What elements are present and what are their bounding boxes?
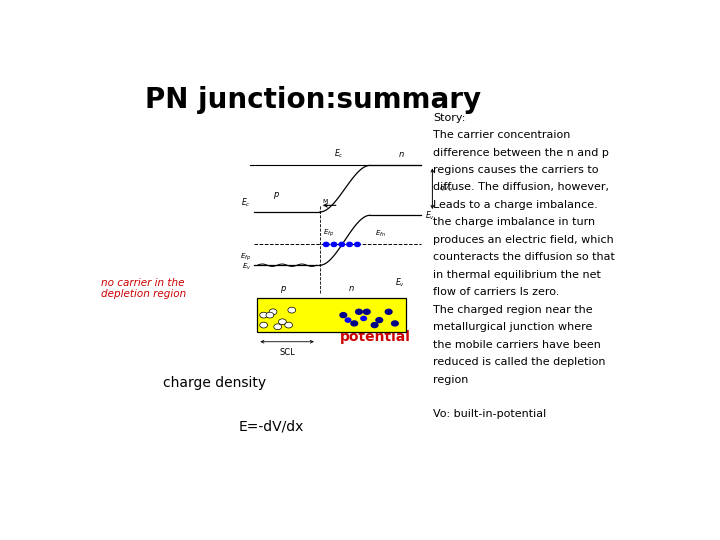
Text: $E_{fp}$: $E_{fp}$: [323, 228, 334, 239]
Text: potential: potential: [340, 330, 411, 344]
Text: p: p: [279, 285, 285, 294]
Circle shape: [279, 319, 287, 325]
Circle shape: [345, 318, 351, 322]
Text: regions causes the carriers to: regions causes the carriers to: [433, 165, 598, 175]
Text: n: n: [348, 285, 354, 294]
Circle shape: [372, 322, 378, 328]
Circle shape: [347, 242, 352, 246]
Text: no carrier in the: no carrier in the: [101, 278, 184, 288]
Text: $E_c$: $E_c$: [241, 196, 251, 208]
Text: reduced is called the depletion: reduced is called the depletion: [433, 357, 606, 367]
Text: $E_v$: $E_v$: [395, 276, 405, 288]
Circle shape: [266, 312, 274, 318]
Text: $E_{fp}$: $E_{fp}$: [240, 252, 251, 264]
Circle shape: [260, 312, 268, 318]
Circle shape: [385, 309, 392, 314]
Text: flow of carriers Is zero.: flow of carriers Is zero.: [433, 287, 559, 297]
Text: SCL: SCL: [279, 348, 295, 357]
Text: E=-dV/dx: E=-dV/dx: [238, 420, 304, 434]
Text: $E_{fn}$: $E_{fn}$: [374, 230, 385, 239]
Circle shape: [274, 324, 282, 329]
Text: The charged region near the: The charged region near the: [433, 305, 593, 315]
Text: depletion region: depletion region: [101, 289, 186, 299]
Text: $E_c$: $E_c$: [334, 148, 343, 160]
Text: PN junction:summary: PN junction:summary: [145, 85, 481, 113]
Text: in thermal equilibrium the net: in thermal equilibrium the net: [433, 270, 601, 280]
Text: the mobile carriers have been: the mobile carriers have been: [433, 340, 601, 349]
Text: diffuse. The diffusion, however,: diffuse. The diffusion, however,: [433, 183, 609, 192]
Circle shape: [284, 322, 292, 328]
Text: the charge imbalance in turn: the charge imbalance in turn: [433, 218, 595, 227]
Circle shape: [351, 321, 358, 326]
Text: $E_v$: $E_v$: [425, 209, 435, 221]
Circle shape: [260, 322, 268, 328]
Text: n: n: [398, 150, 404, 159]
Circle shape: [269, 309, 277, 315]
Text: $E_v$: $E_v$: [242, 262, 251, 272]
Circle shape: [288, 307, 296, 313]
Circle shape: [364, 309, 370, 314]
Circle shape: [361, 316, 366, 321]
Text: $qV_o$: $qV_o$: [439, 184, 453, 194]
Text: p: p: [274, 190, 279, 199]
Text: Leads to a charge imbalance.: Leads to a charge imbalance.: [433, 200, 598, 210]
Text: M: M: [322, 199, 328, 204]
Circle shape: [339, 242, 345, 246]
Text: region: region: [433, 375, 469, 384]
Text: charge density: charge density: [163, 376, 266, 390]
Text: metallurgical junction where: metallurgical junction where: [433, 322, 593, 332]
Circle shape: [323, 242, 329, 246]
Circle shape: [356, 309, 362, 314]
Bar: [258, 299, 406, 332]
Text: Story:: Story:: [433, 113, 466, 123]
Text: difference between the n and p: difference between the n and p: [433, 147, 609, 158]
Text: produces an electric field, which: produces an electric field, which: [433, 235, 614, 245]
Text: Vo: built-in-potential: Vo: built-in-potential: [433, 409, 546, 420]
Circle shape: [331, 242, 337, 246]
Circle shape: [392, 321, 398, 326]
Text: counteracts the diffusion so that: counteracts the diffusion so that: [433, 252, 615, 262]
Circle shape: [376, 318, 382, 322]
Text: The carrier concentraion: The carrier concentraion: [433, 130, 570, 140]
Circle shape: [340, 313, 347, 318]
Circle shape: [355, 242, 360, 246]
